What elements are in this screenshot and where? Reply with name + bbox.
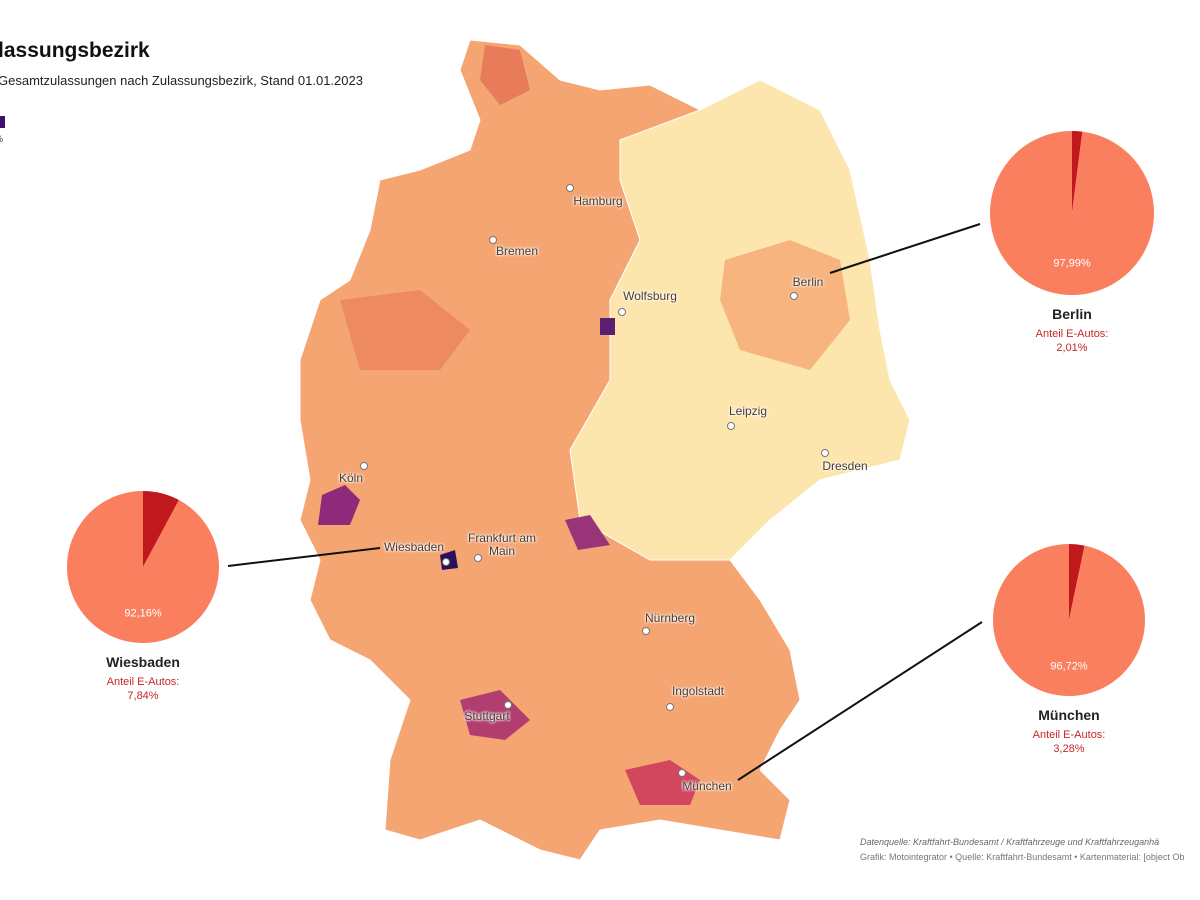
pie-title: Berlin (1052, 306, 1092, 322)
city-marker (566, 184, 574, 192)
pie-share-label: 7,84% (127, 690, 158, 702)
pie-slice (992, 544, 1145, 696)
city-marker (666, 703, 674, 711)
city-label: München (682, 779, 732, 793)
subtitle: Gesamtzulassungen nach Zulassungsbezirk,… (0, 73, 363, 88)
pie-slice (990, 131, 1154, 295)
pie-subtitle: Anteil E-Autos: (107, 676, 180, 688)
city-label: Frankfurt am Main (467, 531, 536, 558)
city-marker (442, 558, 450, 566)
city-marker (504, 701, 512, 709)
legend-swatch (0, 116, 5, 128)
pie-slice (143, 491, 179, 567)
pie-slice (1072, 131, 1083, 213)
city-label: Wolfsburg (623, 289, 677, 303)
map-region-wolfsburg (600, 318, 615, 335)
city-marker (360, 462, 368, 470)
map-region-berlin (720, 240, 850, 370)
footer-credit: Grafik: Motointegrator • Quelle: Kraftfa… (860, 852, 1184, 862)
city-marker (821, 449, 829, 457)
city-label: Stuttgart (464, 709, 510, 723)
city-label: Leipzig (728, 404, 768, 418)
connector-line (737, 621, 983, 781)
pie-title: Wiesbaden (106, 654, 180, 670)
city-label: Nürnberg (644, 611, 696, 625)
pie-share-label: 2,01% (1056, 342, 1087, 354)
map-region-west (340, 290, 470, 370)
pie-title: München (1038, 707, 1099, 723)
city-marker (727, 422, 735, 430)
map-region-hessen (565, 515, 610, 550)
city-label: Bremen (495, 244, 539, 258)
map-region-north (480, 45, 530, 105)
map-region-stuttgart (460, 690, 530, 740)
pie-inner-label: 97,99% (1053, 257, 1091, 269)
city-marker (489, 236, 497, 244)
city-label: Ingolstadt (671, 684, 725, 698)
city-label: Dresden (822, 459, 868, 473)
pie-subtitle: Anteil E-Autos: (1033, 729, 1106, 741)
city-label: Köln (338, 471, 364, 485)
city-marker (790, 292, 798, 300)
map-region-koeln (318, 485, 360, 525)
connector-line (227, 547, 381, 567)
city-marker (678, 769, 686, 777)
connector-line (829, 223, 981, 274)
pie-inner-label: 96,72% (1050, 660, 1088, 672)
pie-subtitle: Anteil E-Autos: (1036, 328, 1109, 340)
pie-slice (67, 491, 219, 643)
city-marker (642, 627, 650, 635)
pie-share-label: 3,28% (1053, 743, 1084, 755)
title: lassungsbezirk (0, 39, 150, 62)
footer-source: Datenquelle: Kraftfahrt-Bundesamt / Kraf… (860, 837, 1159, 847)
city-label: Berlin (792, 275, 824, 289)
legend-label: % (0, 134, 3, 144)
city-label: Wiesbaden (383, 540, 445, 554)
city-marker (618, 308, 626, 316)
pie-inner-label: 92,16% (124, 607, 162, 619)
city-marker (474, 554, 482, 562)
pie-slice (1069, 544, 1085, 620)
city-label: Hamburg (573, 194, 623, 208)
